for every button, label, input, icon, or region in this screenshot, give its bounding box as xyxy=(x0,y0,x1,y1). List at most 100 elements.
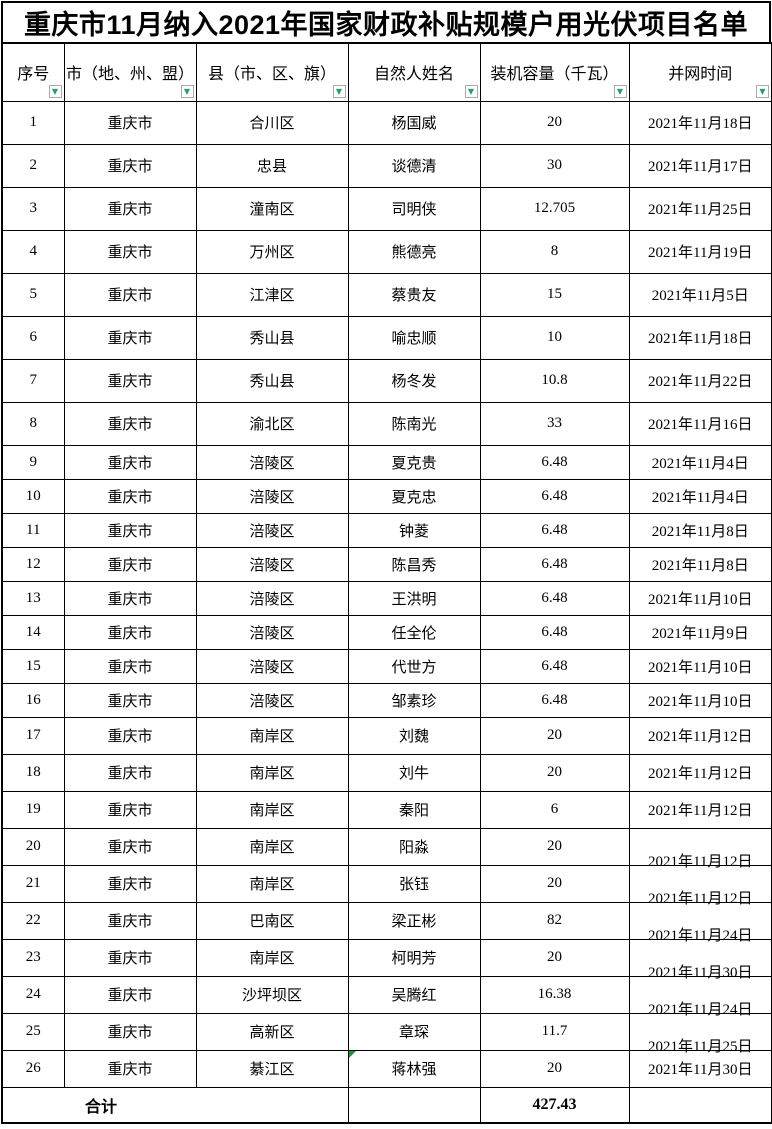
table-row: 5 重庆市 江津区 蔡贵友 15 2021年11月5日 xyxy=(1,272,772,317)
row-number-cell: 7 xyxy=(1,358,65,403)
grid-date-cell: 2021年11月10日 xyxy=(628,682,772,718)
capacity-cell: 6.48 xyxy=(479,512,630,548)
capacity-cell: 6.48 xyxy=(479,648,630,684)
sheet-title: 重庆市11月纳入2021年国家财政补贴规模户用光伏项目名单 xyxy=(1,1,771,42)
row-number-cell: 18 xyxy=(1,753,65,792)
capacity-cell: 6 xyxy=(479,790,630,829)
grid-date-cell: 2021年11月25日 xyxy=(628,1012,772,1055)
county-cell: 忠县 xyxy=(195,143,349,188)
capacity-cell: 6.48 xyxy=(479,614,630,650)
column-header-label: 自然人姓名 xyxy=(373,66,454,84)
city-cell: 重庆市 xyxy=(63,753,197,792)
row-number-cell: 14 xyxy=(1,614,65,650)
capacity-cell: 20 xyxy=(479,716,630,755)
county-cell: 沙坪坝区 xyxy=(195,975,349,1014)
table-row: 18 重庆市 南岸区 刘牛 20 2021年11月12日 xyxy=(1,753,772,792)
county-cell: 涪陵区 xyxy=(195,478,349,514)
city-cell: 重庆市 xyxy=(63,716,197,755)
name-cell: 刘牛 xyxy=(347,753,481,792)
grid-date-cell: 2021年11月12日 xyxy=(628,753,772,792)
county-cell: 涪陵区 xyxy=(195,682,349,718)
city-cell: 重庆市 xyxy=(63,186,197,231)
name-cell: 陈昌秀 xyxy=(347,546,481,582)
capacity-cell: 33 xyxy=(479,401,630,446)
row-number-cell: 12 xyxy=(1,546,65,582)
name-cell: 喻忠顺 xyxy=(347,315,481,360)
table-row: 22 重庆市 巴南区 梁正彬 82 2021年11月24日 xyxy=(1,901,772,944)
grid-date-cell: 2021年11月9日 xyxy=(628,614,772,650)
capacity-cell: 12.705 xyxy=(479,186,630,231)
city-cell: 重庆市 xyxy=(63,682,197,718)
name-cell: 吴腾红 xyxy=(347,975,481,1014)
row-number-cell: 5 xyxy=(1,272,65,317)
table-row: 4 重庆市 万州区 熊德亮 8 2021年11月19日 xyxy=(1,229,772,274)
total-capacity-cell: 427.43 xyxy=(479,1086,630,1124)
table-row: 6 重庆市 秀山县 喻忠顺 10 2021年11月18日 xyxy=(1,315,772,360)
county-cell: 南岸区 xyxy=(195,790,349,829)
city-cell: 重庆市 xyxy=(63,100,197,145)
capacity-cell: 20 xyxy=(479,864,630,903)
column-header-no: 序号 ▼ xyxy=(1,42,65,102)
table-row: 13 重庆市 涪陵区 王洪明 6.48 2021年11月10日 xyxy=(1,580,772,616)
county-cell: 渝北区 xyxy=(195,401,349,446)
name-cell: 代世方 xyxy=(347,648,481,684)
row-number-cell: 19 xyxy=(1,790,65,829)
grid-date-cell: 2021年11月25日 xyxy=(628,186,772,231)
county-cell: 秀山县 xyxy=(195,358,349,403)
name-cell: 夏克忠 xyxy=(347,478,481,514)
county-cell: 万州区 xyxy=(195,229,349,274)
filter-dropdown-icon[interactable]: ▼ xyxy=(332,84,346,98)
name-cell: 谈德清 xyxy=(347,143,481,188)
header-row: 序号 ▼ 市（地、州、盟） ▼ 县（市、区、旗） ▼ 自然人姓名 ▼ 装机容量（… xyxy=(1,42,772,102)
row-number-cell: 8 xyxy=(1,401,65,446)
capacity-cell: 6.48 xyxy=(479,478,630,514)
name-cell: 夏克贵 xyxy=(347,444,481,480)
table-row: 26 重庆市 綦江区 蒋林强 20 2021年11月30日 xyxy=(1,1049,772,1088)
name-cell: 王洪明 xyxy=(347,580,481,616)
row-number-cell: 6 xyxy=(1,315,65,360)
comment-flag-icon xyxy=(348,1050,356,1058)
grid-date-text: 2021年11月12日 xyxy=(648,854,753,870)
filter-dropdown-icon[interactable]: ▼ xyxy=(613,84,627,98)
grid-date-cell: 2021年11月12日 xyxy=(628,790,772,829)
city-cell: 重庆市 xyxy=(63,790,197,829)
filter-dropdown-icon[interactable]: ▼ xyxy=(464,84,478,98)
county-cell: 南岸区 xyxy=(195,938,349,977)
capacity-cell: 10 xyxy=(479,315,630,360)
filter-dropdown-icon[interactable]: ▼ xyxy=(180,84,194,98)
grid-date-cell: 2021年11月10日 xyxy=(628,580,772,616)
grid-date-cell: 2021年11月17日 xyxy=(628,143,772,188)
filter-dropdown-icon[interactable]: ▼ xyxy=(756,84,769,98)
capacity-cell: 30 xyxy=(479,143,630,188)
table-row: 16 重庆市 涪陵区 邹素珍 6.48 2021年11月10日 xyxy=(1,682,772,718)
county-cell: 南岸区 xyxy=(195,864,349,903)
total-date-cell-empty xyxy=(628,1086,772,1124)
total-label-cell: 合计 xyxy=(1,1086,349,1124)
row-number-cell: 11 xyxy=(1,512,65,548)
grid-date-cell: 2021年11月16日 xyxy=(628,401,772,446)
table-row: 3 重庆市 潼南区 司明侠 12.705 2021年11月25日 xyxy=(1,186,772,231)
name-cell: 蔡贵友 xyxy=(347,272,481,317)
city-cell: 重庆市 xyxy=(63,143,197,188)
table-header: 序号 ▼ 市（地、州、盟） ▼ 县（市、区、旗） ▼ 自然人姓名 ▼ 装机容量（… xyxy=(1,42,772,102)
name-cell: 邹素珍 xyxy=(347,682,481,718)
county-cell: 涪陵区 xyxy=(195,648,349,684)
county-cell: 涪陵区 xyxy=(195,580,349,616)
capacity-cell: 11.7 xyxy=(479,1012,630,1051)
column-header-label: 并网时间 xyxy=(668,66,733,84)
county-cell: 涪陵区 xyxy=(195,546,349,582)
city-cell: 重庆市 xyxy=(63,512,197,548)
filter-dropdown-icon[interactable]: ▼ xyxy=(48,84,62,98)
table-row: 11 重庆市 涪陵区 钟菱 6.48 2021年11月8日 xyxy=(1,512,772,548)
county-cell: 南岸区 xyxy=(195,827,349,866)
county-cell: 合川区 xyxy=(195,100,349,145)
county-cell: 江津区 xyxy=(195,272,349,317)
table-row: 25 重庆市 高新区 章琛 11.7 2021年11月25日 xyxy=(1,1012,772,1055)
column-header-label: 装机容量（千瓦） xyxy=(490,66,619,84)
row-number-cell: 25 xyxy=(1,1012,65,1051)
table-body: 1 重庆市 合川区 杨国威 20 2021年11月18日 2 重庆市 忠县 谈德清 30 2021年1… xyxy=(1,100,772,1088)
city-cell: 重庆市 xyxy=(63,580,197,616)
column-header-label: 县（市、区、旗） xyxy=(207,66,336,84)
name-cell: 章琛 xyxy=(347,1012,481,1051)
column-header-county: 县（市、区、旗） ▼ xyxy=(195,42,349,102)
